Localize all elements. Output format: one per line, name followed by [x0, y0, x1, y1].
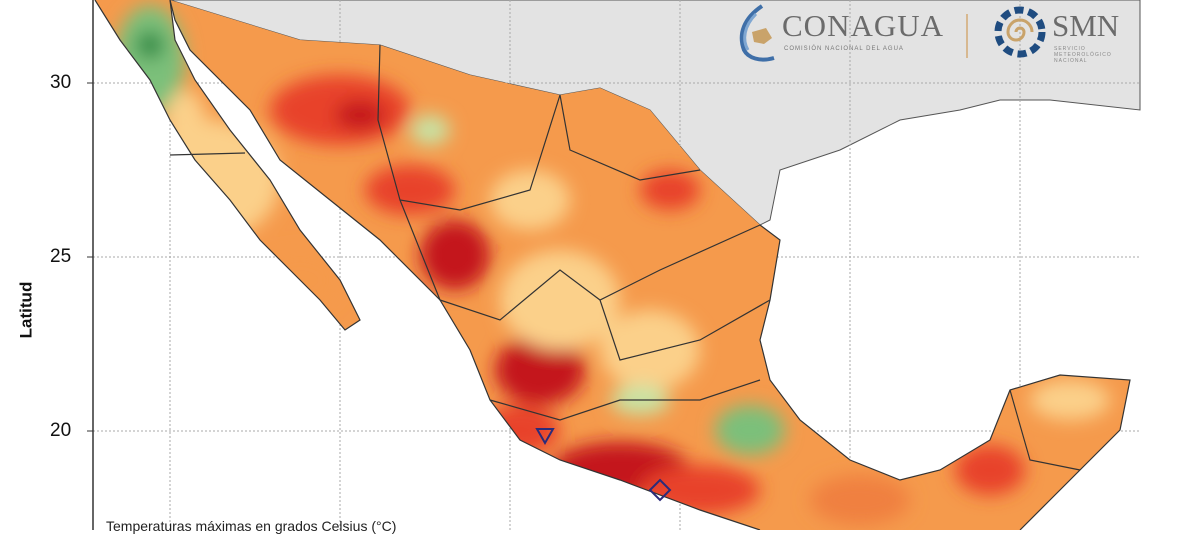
smn-logo-icon — [994, 6, 1046, 58]
conagua-subtitle: COMISIÓN NACIONAL DEL AGUA — [784, 46, 904, 52]
header-logos: CONAGUA COMISIÓN NACIONAL DEL AGUA SMN S… — [730, 2, 1140, 64]
coastlines-and-borders — [94, 0, 1131, 530]
map-caption: Temperaturas máximas en grados Celsius (… — [106, 518, 397, 534]
conagua-logo-icon — [739, 4, 775, 62]
logo-separator — [966, 14, 968, 58]
max-temperature-marker-triangle — [535, 428, 555, 446]
max-temperature-marker-diamond — [648, 478, 672, 502]
y-axis-label: Latitud — [16, 281, 36, 339]
lat-tick-25: 25 — [50, 246, 72, 267]
lat-tick-30: 30 — [50, 72, 72, 93]
smn-subtitle: SERVICIO METEOROLÓGICO NACIONAL — [1054, 46, 1112, 64]
conagua-name: CONAGUA — [782, 8, 944, 43]
lat-tick-20: 20 — [50, 420, 72, 441]
smn-name: SMN — [1052, 8, 1120, 43]
gridlines — [93, 0, 1140, 530]
